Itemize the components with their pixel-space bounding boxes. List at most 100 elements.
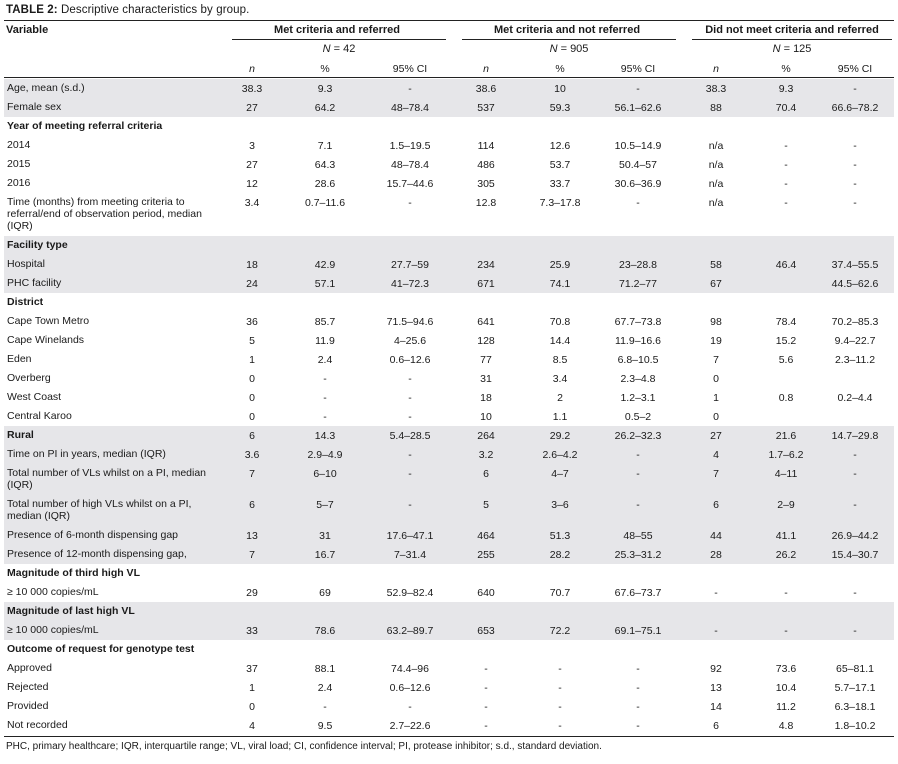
table-cell: 5 xyxy=(249,335,255,347)
table-cell: 36 xyxy=(246,316,258,328)
table-row: Time (months) from meeting criteria to r… xyxy=(4,193,894,236)
section-row: Year of meeting referral criteria xyxy=(4,117,894,136)
table-cell: 92 xyxy=(710,663,722,675)
table-cell: 48–78.4 xyxy=(391,102,429,114)
table-row: Cape Town Metro 36 85.7 71.5–94.6 641 70.8 67.… xyxy=(4,312,894,331)
table-cell: 18 xyxy=(480,392,492,404)
table-cell: 31 xyxy=(319,530,331,542)
table-row: Cape Winelands 5 11.9 4–25.6 128 14.4 11.9–16.… xyxy=(4,331,894,350)
n-value: = 905 xyxy=(557,43,589,55)
table-cell: 1 xyxy=(713,392,719,404)
table-cell: 10 xyxy=(554,83,566,95)
table-cell: 65–81.1 xyxy=(836,663,874,675)
table-cell: 26.2 xyxy=(775,549,797,561)
row-label: Magnitude of last high VL xyxy=(7,605,135,617)
table-cell: n/a xyxy=(708,140,724,152)
table-cell: 0 xyxy=(713,373,719,385)
column-header-ci: 95% CI xyxy=(620,63,656,75)
row-label: Age, mean (s.d.) xyxy=(7,82,85,94)
table-cell: 7–31.4 xyxy=(393,549,427,561)
table-cell: - xyxy=(784,587,788,599)
table-caption: TABLE 2: Descriptive characteristics by … xyxy=(6,4,249,16)
table-cell: 5.7–17.1 xyxy=(834,682,876,694)
table-cell: - xyxy=(636,682,640,694)
group-1-title: Met criteria and referred xyxy=(274,24,400,36)
table-row: 2016 12 28.6 15.7–44.6 305 33.7 30.6–36.9 n/a - - xyxy=(4,174,894,193)
row-label: Rural xyxy=(7,429,34,441)
section-row: Facility type xyxy=(4,236,894,255)
table-cell: 74.4–96 xyxy=(391,663,429,675)
table-cell: 74.1 xyxy=(549,278,571,290)
table-cell: 1 xyxy=(249,682,255,694)
table-cell: n/a xyxy=(708,197,724,209)
table-cell: - xyxy=(636,449,640,461)
table-cell: 128 xyxy=(477,335,495,347)
table-cell: 38.6 xyxy=(475,83,497,95)
table-cell: 4–11 xyxy=(774,468,798,480)
table-cell: 234 xyxy=(477,259,495,271)
table-cell: 1.7–6.2 xyxy=(768,449,804,461)
group-2-title: Met criteria and not referred xyxy=(493,24,641,36)
table-cell: 2.4 xyxy=(317,354,333,366)
table-cell: 56.1–62.6 xyxy=(614,102,662,114)
table-cell: 88.1 xyxy=(314,663,336,675)
row-label: Central Karoo xyxy=(7,410,72,422)
table-cell: 0 xyxy=(249,701,255,713)
table-cell: 27.7–59 xyxy=(391,259,429,271)
n-symbol: N xyxy=(772,43,781,55)
row-label: Overberg xyxy=(7,372,51,384)
table-cell: 5–7 xyxy=(316,499,334,511)
table-cell: 671 xyxy=(477,278,495,290)
table-cell: 264 xyxy=(477,430,495,442)
table-cell: 9.3 xyxy=(317,83,333,95)
table-label: TABLE 2: xyxy=(6,4,58,16)
table-cell: - xyxy=(558,682,562,694)
table-cell: 1.1 xyxy=(552,411,568,423)
table-cell: 64.2 xyxy=(314,102,336,114)
table-cell: 66.6–78.2 xyxy=(831,102,879,114)
table-row: Rejected 1 2.4 0.6–12.6 - - - 13 10.4 5.7–17.1 xyxy=(4,678,894,697)
table-row: PHC facility 24 57.1 41–72.3 671 74.1 71.2–77 6… xyxy=(4,274,894,293)
table-row: Age, mean (s.d.) 38.3 9.3 - 38.6 10 - 38.3 9.3 - xyxy=(4,79,894,98)
table-cell: 4–7 xyxy=(551,468,569,480)
table-cell: 6.8–10.5 xyxy=(617,354,659,366)
table-cell: 72.2 xyxy=(549,625,571,637)
table-cell: 0.6–12.6 xyxy=(389,682,431,694)
table-cell: 14.3 xyxy=(314,430,336,442)
table-cell: 48–55 xyxy=(623,530,653,542)
row-label: 2015 xyxy=(7,158,31,170)
table-cell: 28.6 xyxy=(314,178,336,190)
table-cell: 28 xyxy=(710,549,722,561)
table-row: Presence of 12-month dispensing gap, 7 16.… xyxy=(4,545,894,564)
table-cell: 486 xyxy=(477,159,495,171)
table-cell: - xyxy=(784,159,788,171)
table-cell: 7 xyxy=(249,549,255,561)
table-cell: - xyxy=(853,587,857,599)
table-cell: - xyxy=(636,499,640,511)
table-cell: 1 xyxy=(249,354,255,366)
table-cell: 41.1 xyxy=(775,530,797,542)
table-cell: 305 xyxy=(477,178,495,190)
group-3-title: Did not meet criteria and referred xyxy=(705,24,879,36)
table-cell: 23–28.8 xyxy=(619,259,657,271)
table-cell: 640 xyxy=(477,587,495,599)
table-cell: 30.6–36.9 xyxy=(614,178,662,190)
table-cell: 29 xyxy=(246,587,258,599)
table-cell: - xyxy=(484,720,488,732)
table-cell: 7.3–17.8 xyxy=(539,197,581,209)
table-cell: - xyxy=(408,197,412,209)
column-header-ci: 95% CI xyxy=(392,63,428,75)
row-label: Total number of VLs whilst on a PI, medi… xyxy=(7,467,207,491)
n-symbol: N xyxy=(322,43,331,55)
table-cell: 2–9 xyxy=(777,499,795,511)
table-cell: 77 xyxy=(480,354,492,366)
section-row: District xyxy=(4,293,894,312)
row-label: Outcome of request for genotype test xyxy=(7,643,195,655)
table-cell: - xyxy=(323,701,327,713)
row-label: Provided xyxy=(7,700,49,712)
table-cell: 5 xyxy=(483,499,489,511)
bottom-rule xyxy=(4,736,894,737)
table-cell: - xyxy=(636,468,640,480)
table-cell: 2.3–4.8 xyxy=(620,373,656,385)
table-cell: 0.6–12.6 xyxy=(389,354,431,366)
